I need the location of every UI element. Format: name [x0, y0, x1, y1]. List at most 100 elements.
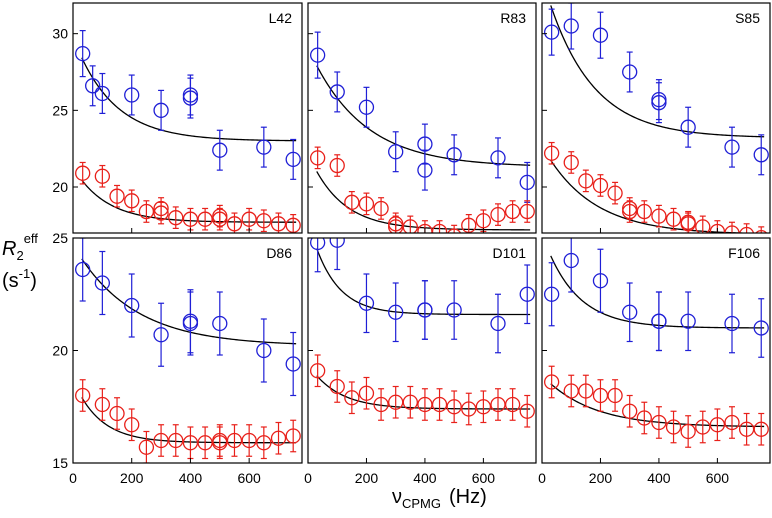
red-data-point — [168, 210, 184, 226]
blue-data-point — [309, 47, 326, 63]
x-axis-symbol: ν — [392, 486, 402, 508]
blue-fit-curve — [550, 5, 765, 138]
blue-fit-curve — [81, 258, 297, 345]
red-data-point — [709, 223, 726, 233]
blue-data-point — [563, 252, 579, 269]
red-series — [75, 161, 301, 233]
red-data-point — [75, 387, 91, 404]
panel-r83: R83 — [307, 2, 537, 234]
y-axis-subscript: 2 — [16, 248, 23, 263]
blue-data-point — [212, 315, 228, 332]
blue-data-point — [592, 27, 609, 43]
red-data-point — [241, 211, 257, 227]
red-data-point — [543, 374, 560, 390]
y-axis-unit: (s-1) — [2, 266, 37, 292]
blue-data-point — [285, 356, 301, 372]
x-tick-label: 0 — [304, 470, 312, 486]
blue-series — [75, 30, 301, 180]
blue-data-point — [753, 320, 769, 336]
red-data-point — [109, 405, 125, 422]
red-data-point — [138, 439, 155, 455]
blue-data-point — [153, 102, 169, 118]
blue-data-point — [256, 139, 272, 155]
red-data-point — [431, 223, 448, 233]
panel-label-r83: R83 — [500, 10, 526, 26]
x-tick-label: 200 — [120, 470, 144, 486]
blue-data-point — [182, 87, 199, 103]
red-data-point — [680, 423, 696, 440]
red-data-point — [75, 165, 91, 181]
panel-grid: L42 20 25 30 R83 S85 D86 0 200 400 600 15 20 25 D101 0 2… — [52, 2, 771, 486]
red-data-point — [695, 419, 711, 435]
panel-f106: F106 0 200 400 600 — [538, 237, 771, 486]
red-data-point — [475, 399, 492, 415]
blue-data-point — [543, 286, 560, 302]
blue-data-point — [651, 313, 667, 329]
blue-fit-curve — [81, 57, 297, 142]
x-tick-label: 600 — [472, 470, 496, 486]
red-data-point — [636, 410, 652, 426]
red-data-point — [563, 154, 579, 171]
red-data-point — [270, 216, 287, 232]
blue-series — [543, 238, 769, 358]
red-data-point — [446, 399, 462, 415]
red-data-point — [475, 213, 492, 229]
blue-data-point — [309, 238, 326, 251]
red-data-point — [373, 200, 389, 217]
x-tick-label: 200 — [355, 470, 379, 486]
x-axis-unit: (Hz) — [449, 486, 487, 508]
blue-data-point — [182, 315, 199, 332]
red-data-point — [755, 229, 768, 233]
red-data-point — [578, 173, 594, 189]
blue-data-point — [724, 139, 740, 155]
y-axis-superscript: eff — [24, 231, 39, 246]
blue-data-point — [680, 313, 696, 329]
red-data-point — [153, 432, 169, 449]
red-data-point — [402, 219, 418, 233]
red-data-point — [94, 168, 111, 184]
blue-data-point — [417, 302, 433, 318]
blue-data-point — [753, 147, 769, 163]
red-data-point — [138, 203, 155, 220]
x-tick-label: 400 — [179, 470, 203, 486]
red-data-point — [212, 432, 228, 449]
red-data-point — [226, 432, 243, 449]
red-data-point — [94, 396, 111, 413]
blue-data-point — [85, 78, 101, 94]
blue-data-point — [388, 304, 404, 320]
panel-plot-area — [75, 30, 301, 233]
blue-data-point — [592, 273, 609, 289]
blue-data-point — [543, 24, 560, 40]
red-data-point — [182, 435, 199, 451]
red-data-point — [124, 193, 140, 209]
red-data-point — [651, 414, 667, 431]
y-axis-title: R2eff — [2, 231, 38, 263]
blue-data-point — [75, 261, 91, 278]
x-axis-subscript: CPMG — [402, 496, 441, 511]
red-data-point — [329, 378, 345, 395]
red-data-point — [285, 428, 301, 444]
red-fit-curve — [81, 179, 297, 223]
blue-data-point — [94, 85, 111, 102]
panel-plot-area — [309, 238, 535, 428]
red-data-point — [358, 196, 375, 212]
blue-data-point — [724, 315, 740, 332]
red-data-point — [753, 421, 769, 437]
red-data-point — [519, 203, 535, 220]
red-data-point — [124, 417, 140, 433]
red-data-point — [680, 216, 696, 232]
red-data-point — [197, 435, 213, 451]
red-data-point — [212, 211, 228, 227]
y-tick-label: 25 — [52, 230, 68, 246]
x-tick-label: 400 — [647, 470, 671, 486]
red-data-point — [402, 394, 418, 410]
red-data-point — [309, 363, 326, 379]
x-tick-label: 600 — [237, 470, 261, 486]
panel-d101: D101 0 200 400 600 — [304, 237, 537, 486]
blue-data-point — [124, 87, 140, 103]
red-data-point — [709, 417, 726, 433]
red-series — [543, 365, 769, 448]
red-data-point — [153, 205, 169, 221]
red-data-point — [431, 396, 448, 413]
red-data-point — [109, 188, 125, 204]
